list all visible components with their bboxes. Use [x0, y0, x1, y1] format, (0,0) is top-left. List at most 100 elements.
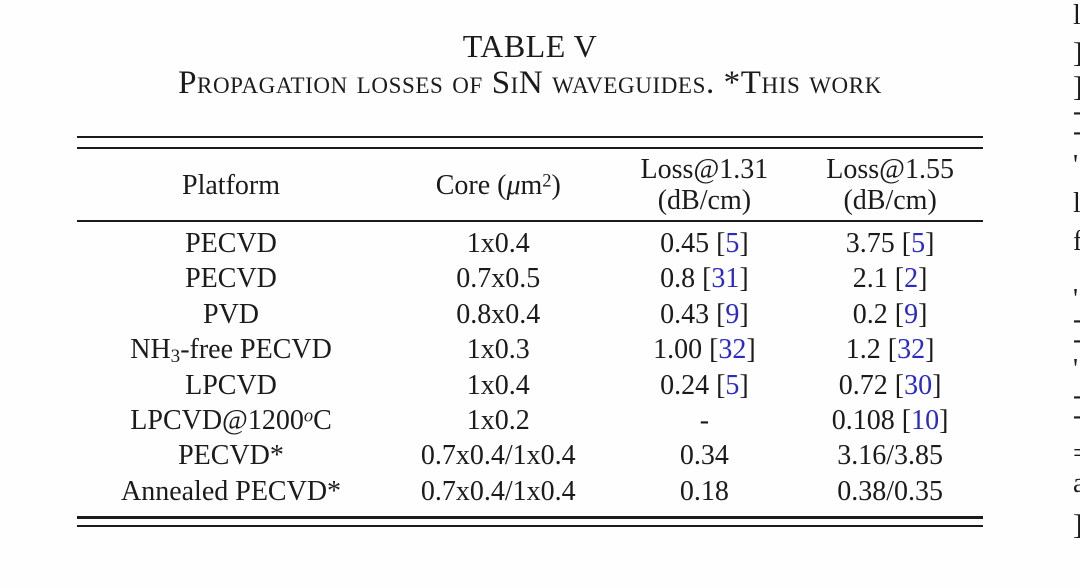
citation-ref[interactable]: 32	[718, 334, 747, 366]
citation-ref[interactable]: 5	[725, 228, 740, 259]
table-row: PECVD* 0.7x0.4/1x0.4 0.34 3.16/3.85	[77, 438, 983, 473]
text-run: PVD	[203, 298, 260, 330]
table-row: LPCVD@1200oC 1x0.2 - 0.108 [10]	[77, 403, 983, 438]
loss-cell: 0.2 [9]	[852, 298, 928, 330]
clipped-text-fragment: '	[1073, 354, 1079, 385]
loss-cell: 0.24 [5]	[660, 369, 749, 401]
table-caption: TABLE V Propagation losses of SiN wavegu…	[0, 28, 1060, 100]
citation-ref[interactable]: 5	[725, 369, 740, 401]
table-row: LPCVD 1x0.4 0.24 [5] 0.72 [30]	[77, 368, 983, 403]
clipped-text-fragment: l	[1073, 188, 1080, 219]
text-run: LPCVD@1200	[130, 404, 304, 436]
loss-cell: 0.8 [31]	[660, 263, 749, 295]
clipped-text-fragment: l	[1073, 0, 1080, 31]
table-row: PECVD 0.7x0.5 0.8 [31] 2.1 [2]	[77, 261, 983, 296]
clipped-text-fragment: '	[1073, 150, 1079, 181]
clipped-text-fragment: a	[1073, 468, 1080, 499]
loss-cell: 1.2 [32]	[845, 334, 935, 366]
citation-ref[interactable]: 30	[904, 369, 933, 401]
column-header-line2: (dB/cm)	[843, 185, 937, 216]
loss-value: 1.2	[845, 334, 881, 366]
table-row: Annealed PECVD* 0.7x0.4/1x0.4 0.18 0.38/0.3…	[77, 474, 983, 509]
text-run: Annealed PECVD*	[120, 475, 342, 507]
text-run: Core (	[435, 169, 507, 201]
table-caption-title: Propagation losses of SiN waveguides. *T…	[178, 65, 882, 101]
loss-value: 3.75	[845, 228, 895, 259]
column-header-line1: Loss@1.55	[797, 154, 983, 185]
platform-cell: LPCVD@1200oC	[77, 403, 385, 438]
text-run: C	[313, 404, 332, 436]
table-row: NH3-free PECVD 1x0.3 1.00 [32] 1.2 [32]	[77, 332, 983, 367]
text-run: Loss@1.55	[826, 154, 954, 185]
loss-value: 0.8	[660, 263, 696, 295]
loss-cell: 1.00 [32]	[653, 334, 756, 366]
text-run: Platform	[182, 169, 281, 201]
text-run: m	[520, 169, 543, 201]
loss-value: 0.24	[660, 369, 710, 401]
platform-cell: PECVD*	[77, 438, 385, 473]
core-size-cell: 1x0.4	[466, 228, 530, 259]
column-header-line1: Loss@1.31	[612, 154, 798, 185]
citation-ref[interactable]: 5	[911, 228, 926, 259]
text-run: PECVD	[185, 263, 277, 295]
clipped-text-fragment: -	[1073, 326, 1080, 354]
citation-ref[interactable]: 10	[911, 404, 940, 436]
citation-ref[interactable]: 31	[711, 263, 740, 295]
clipped-text-fragment: -	[1073, 118, 1080, 146]
citation-ref[interactable]: 32	[897, 334, 926, 366]
loss-cell: 3.16/3.85	[797, 438, 983, 473]
citation-ref[interactable]: 9	[725, 298, 740, 330]
platform-cell: PVD	[77, 297, 385, 332]
loss-value: 1.00	[653, 334, 703, 366]
clipped-text-fragment: ]	[1073, 74, 1080, 102]
core-size-cell: 0.7x0.5	[456, 263, 541, 295]
table-body: PECVD 1x0.4 0.45 [5] 3.75 [5] PECVD 0.7x0.5 0.…	[77, 226, 983, 509]
loss-value: 0.45	[660, 228, 710, 259]
core-size-cell: 1x0.3	[466, 334, 530, 366]
text-run: )	[551, 169, 561, 201]
core-size-cell: 1x0.4	[466, 369, 530, 401]
text-run: o	[303, 405, 314, 426]
text-run: μ	[506, 169, 521, 201]
column-header-loss131: Loss@1.31 (dB/cm)	[612, 152, 798, 218]
table-caption-number: TABLE V	[462, 28, 598, 64]
core-size-cell: 0.8x0.4	[456, 298, 541, 330]
loss-value: -	[699, 404, 710, 436]
loss-value: 3.16/3.85	[837, 440, 943, 472]
clipped-text-fragment: ]	[1073, 512, 1080, 540]
loss-cell: 0.45 [5]	[660, 228, 749, 259]
table-bottom-rule-2	[77, 525, 983, 527]
table-header-rule	[77, 220, 983, 222]
loss-value: 0.72	[838, 369, 888, 401]
platform-cell: NH3-free PECVD	[77, 332, 385, 367]
clipped-text-fragment: ]	[1073, 40, 1080, 68]
platform-cell: PECVD	[77, 226, 385, 261]
column-header-line1: Platform	[77, 170, 385, 201]
table-top-rule-2	[77, 147, 983, 149]
clipped-text-fragment: -	[1073, 382, 1080, 410]
column-header-line2: (dB/cm)	[657, 185, 752, 216]
clipped-text-fragment: -	[1073, 402, 1080, 430]
loss-value: 0.18	[679, 475, 729, 507]
loss-cell: 0.108 [10]	[831, 404, 949, 436]
text-run: 3	[170, 346, 181, 368]
loss-cell: 0.18	[612, 474, 798, 509]
platform-cell: Annealed PECVD*	[77, 474, 385, 509]
core-size-cell: 0.7x0.4/1x0.4	[420, 475, 576, 507]
loss-cell: 3.75 [5]	[845, 228, 935, 259]
table-row: PVD 0.8x0.4 0.43 [9] 0.2 [9]	[77, 297, 983, 332]
text-run: 2	[542, 169, 552, 190]
loss-value: 0.2	[852, 298, 888, 330]
loss-cell: 2.1 [2]	[852, 263, 928, 295]
loss-value: 0.34	[679, 440, 729, 472]
table-header-row: Platform Core (μm2) Loss@1.31 (dB/cm) Loss@1…	[77, 152, 983, 218]
clipped-text-fragment: f	[1073, 226, 1080, 257]
table-row: PECVD 1x0.4 0.45 [5] 3.75 [5]	[77, 226, 983, 261]
core-size-cell: 0.7x0.4/1x0.4	[420, 440, 576, 472]
text-run: -free PECVD	[180, 334, 332, 366]
citation-ref[interactable]: 9	[904, 298, 919, 330]
loss-value: 0.38/0.35	[837, 475, 943, 507]
platform-cell: PECVD	[77, 261, 385, 296]
citation-ref[interactable]: 2	[904, 263, 919, 295]
